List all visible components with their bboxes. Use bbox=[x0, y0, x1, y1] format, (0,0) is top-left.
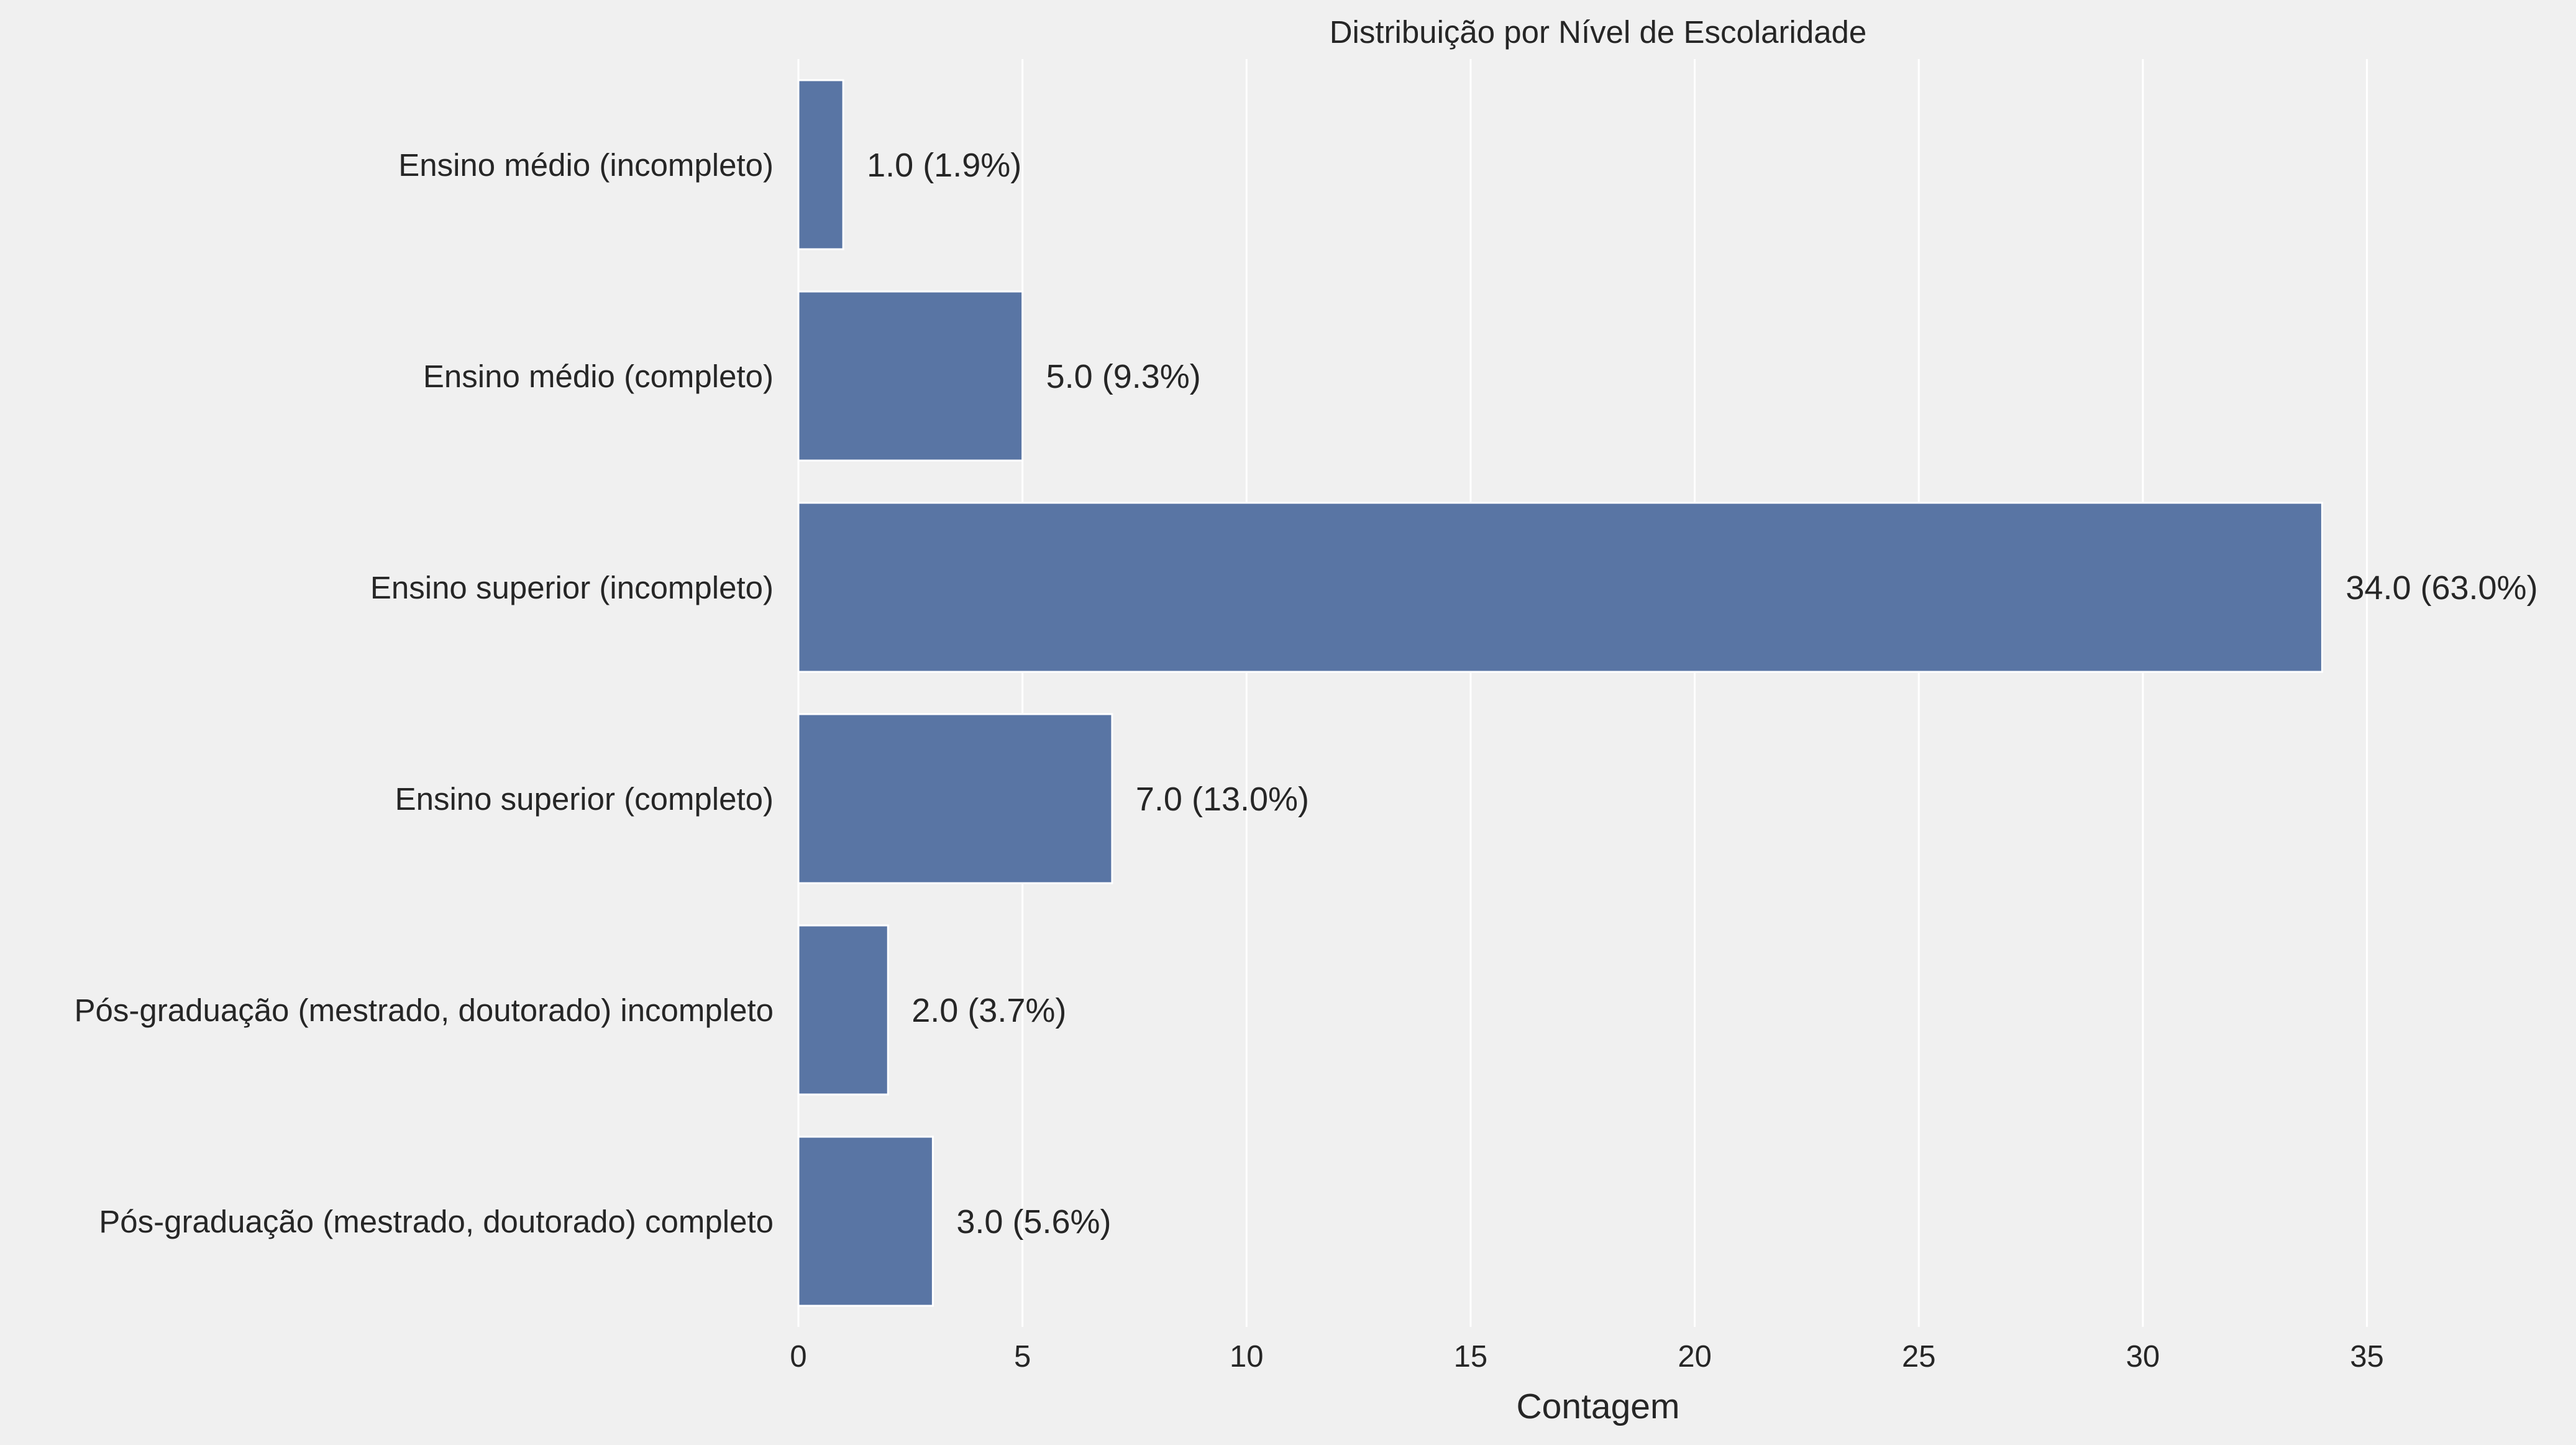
bar bbox=[797, 924, 889, 1096]
data-label: 5.0 (9.3%) bbox=[1046, 358, 1201, 395]
data-label: 2.0 (3.7%) bbox=[911, 992, 1066, 1029]
plot-area bbox=[798, 59, 2398, 1327]
category-labels: Ensino médio (incompleto) Ensino médio (c… bbox=[75, 147, 774, 1239]
x-tick-label: 10 bbox=[1230, 1340, 1264, 1374]
bar bbox=[797, 502, 2323, 673]
x-tick-label: 20 bbox=[1678, 1340, 1712, 1374]
data-label: 34.0 (63.0%) bbox=[2345, 569, 2537, 607]
x-tick-label: 15 bbox=[1454, 1340, 1488, 1374]
bar bbox=[797, 1135, 934, 1307]
data-label: 3.0 (5.6%) bbox=[956, 1203, 1111, 1241]
x-tick-label: 5 bbox=[1014, 1340, 1031, 1374]
data-label: 1.0 (1.9%) bbox=[867, 147, 1021, 184]
category-label: Ensino superior (incompleto) bbox=[370, 570, 774, 605]
x-tick-label: 0 bbox=[790, 1340, 806, 1374]
data-labels: 1.0 (1.9%) 5.0 (9.3%) 34.0 (63.0%) 7.0 (13.… bbox=[867, 147, 2537, 1241]
x-axis-label: Contagem bbox=[1517, 1387, 1680, 1426]
grid-lines bbox=[797, 59, 2368, 1327]
category-label: Ensino médio (incompleto) bbox=[398, 147, 774, 183]
bar bbox=[797, 713, 1113, 884]
category-label: Ensino médio (completo) bbox=[423, 359, 774, 394]
category-label: Pós-graduação (mestrado, doutorado) comp… bbox=[99, 1204, 774, 1239]
bar bbox=[797, 79, 844, 250]
x-tick-labels: 0 5 10 15 20 25 30 35 bbox=[790, 1340, 2383, 1374]
x-tick-label: 25 bbox=[1902, 1340, 1936, 1374]
data-label: 7.0 (13.0%) bbox=[1136, 781, 1309, 818]
category-label: Ensino superior (completo) bbox=[395, 781, 774, 817]
chart-title: Distribuição por Nível de Escolaridade bbox=[1330, 14, 1867, 50]
category-label: Pós-graduação (mestrado, doutorado) inco… bbox=[75, 993, 774, 1028]
bars bbox=[797, 79, 2323, 1307]
bar bbox=[797, 290, 1024, 462]
x-tick-label: 30 bbox=[2126, 1340, 2160, 1374]
x-tick-label: 35 bbox=[2350, 1340, 2384, 1374]
